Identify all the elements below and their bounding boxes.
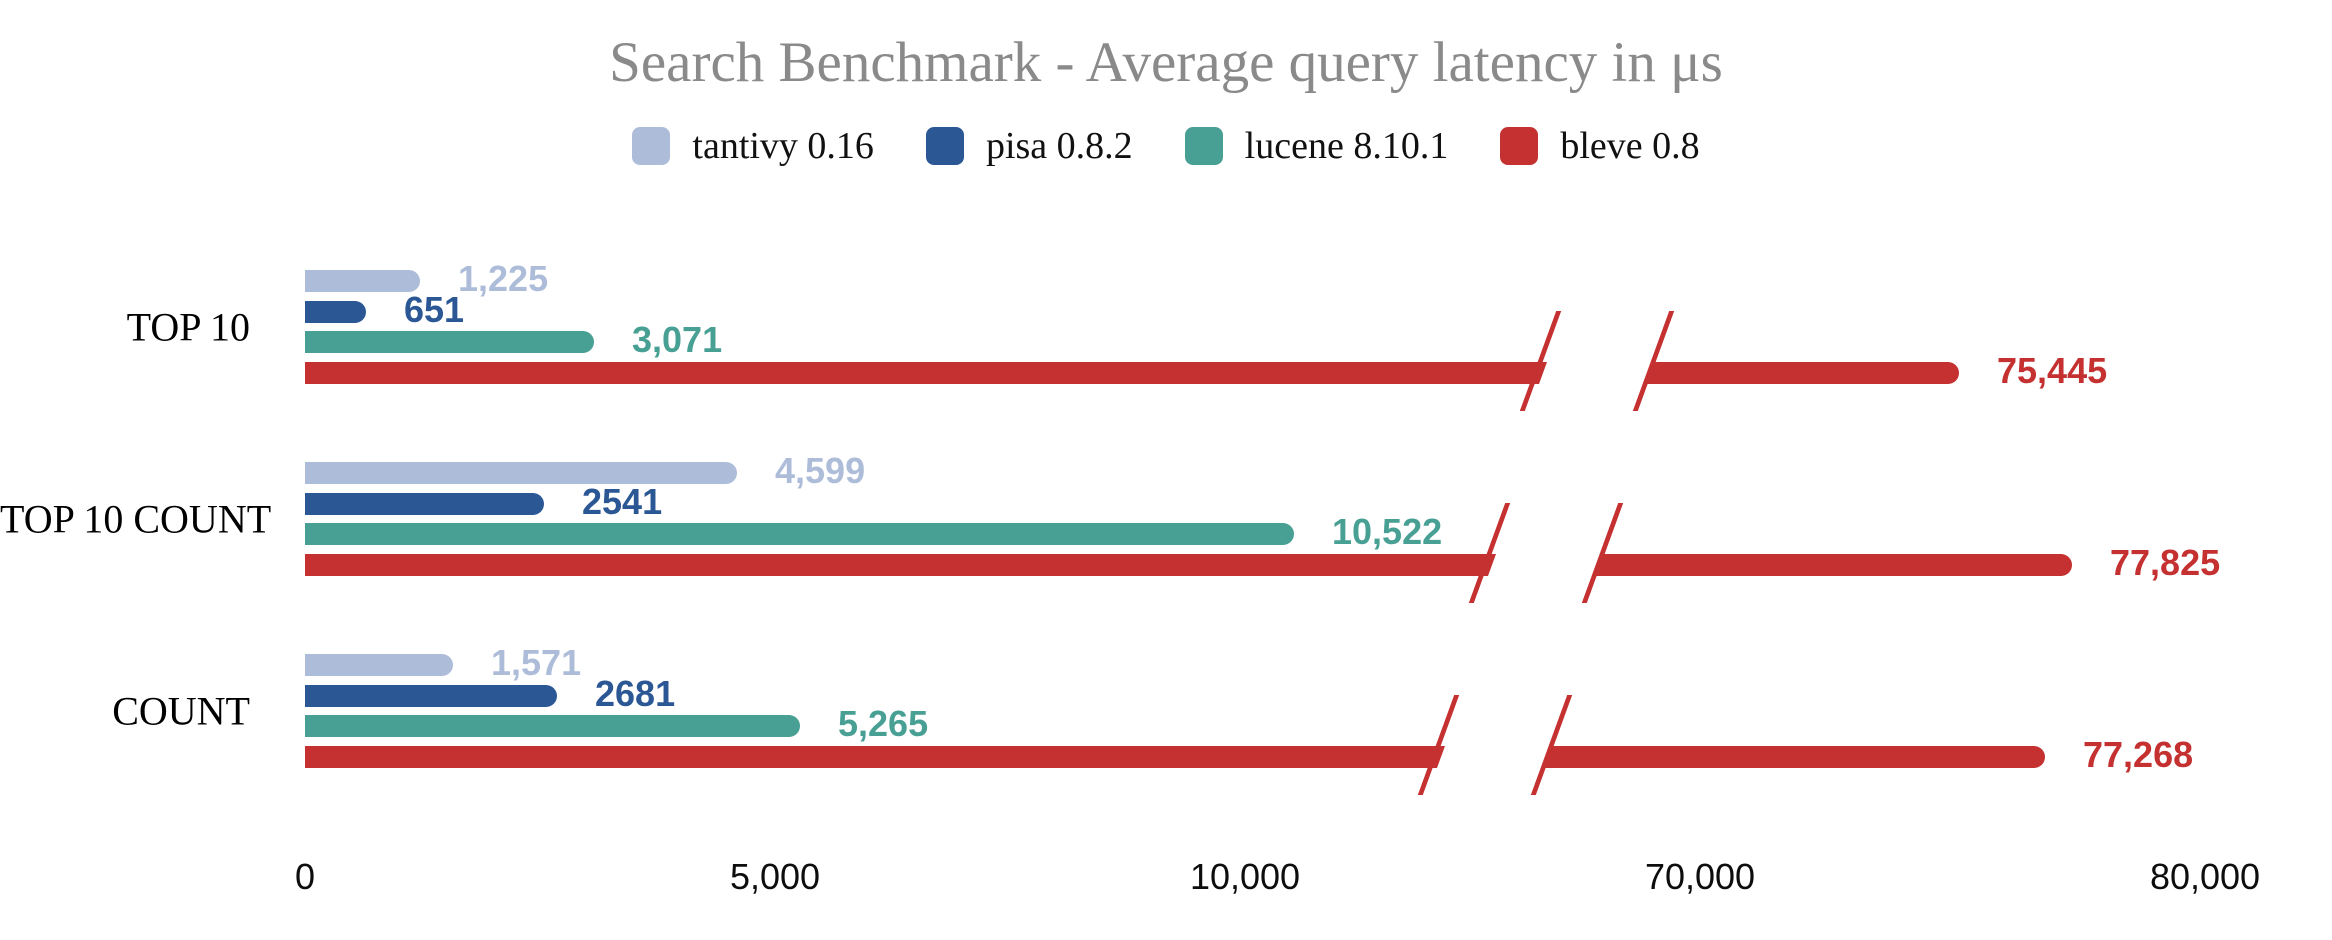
value-label-pisa-1: 651 (404, 289, 465, 330)
value-label-bleve-1: 75,445 (1997, 350, 2108, 391)
category-label-top-10-count: TOP 10 COUNT (0, 496, 272, 542)
x-tick-0: 0 (294, 856, 316, 897)
legend-item-pisa[interactable]: pisa 0.8.2 (925, 125, 1133, 167)
x-tick-80000: 80,000 (2149, 856, 2261, 897)
bar-tantivy-2 (305, 462, 737, 484)
bar-lucene-1 (305, 331, 594, 353)
category-label-top-10: TOP 10 (126, 304, 250, 350)
chart-title: Search Benchmark - Average query latency… (609, 31, 1723, 94)
legend-swatch-pisa (925, 127, 964, 165)
bar-bleve-1 (305, 362, 1959, 384)
legend-item-tantivy[interactable]: tantivy 0.16 (632, 127, 874, 165)
axis-break-gap (1434, 739, 1555, 775)
legend-label-pisa: pisa 0.8.2 (985, 125, 1133, 167)
bar-lucene-2 (305, 523, 1294, 545)
legend-swatch-tantivy (632, 127, 671, 165)
bar-tantivy-3 (305, 654, 453, 676)
axis-break-gap (1536, 355, 1657, 391)
category-label-count: COUNT (112, 688, 250, 734)
bar-pisa-3 (305, 685, 557, 707)
value-label-lucene-3: 5,265 (838, 703, 929, 744)
bar-bleve-3 (305, 746, 2045, 768)
legend-label-tantivy: tantivy 0.16 (692, 125, 874, 167)
x-tick-70000: 70,000 (1644, 856, 1756, 897)
bar-tantivy-1 (305, 270, 420, 292)
value-label-tantivy-2: 4,599 (775, 450, 866, 491)
legend: tantivy 0.16 pisa 0.8.2 lucene 8.10.1 bl… (0, 124, 2332, 168)
value-label-pisa-2: 2541 (582, 481, 663, 522)
value-label-lucene-2: 10,522 (1332, 511, 1443, 552)
legend-item-bleve[interactable]: bleve 0.8 (1500, 125, 1700, 167)
x-tick-5000: 5,000 (729, 856, 821, 897)
value-label-pisa-3: 2681 (595, 673, 676, 714)
legend-swatch-bleve (1500, 127, 1539, 165)
bar-bleve-2 (305, 554, 2072, 576)
x-tick-10000: 10,000 (1189, 856, 1301, 897)
value-label-lucene-1: 3,071 (632, 319, 723, 360)
value-label-bleve-2: 77,825 (2110, 542, 2221, 583)
legend-label-lucene: lucene 8.10.1 (1244, 125, 1449, 167)
bar-pisa-2 (305, 493, 544, 515)
legend-item-lucene[interactable]: lucene 8.10.1 (1184, 125, 1449, 167)
legend-swatch-lucene (1184, 127, 1223, 165)
legend-label-bleve: bleve 0.8 (1560, 125, 1700, 167)
value-label-tantivy-3: 1,571 (491, 642, 582, 683)
bar-pisa-1 (305, 301, 366, 323)
value-label-bleve-3: 77,268 (2083, 734, 2194, 775)
value-label-tantivy-1: 1,225 (458, 258, 549, 299)
bar-lucene-3 (305, 715, 800, 737)
axis-break-gap (1485, 547, 1606, 583)
